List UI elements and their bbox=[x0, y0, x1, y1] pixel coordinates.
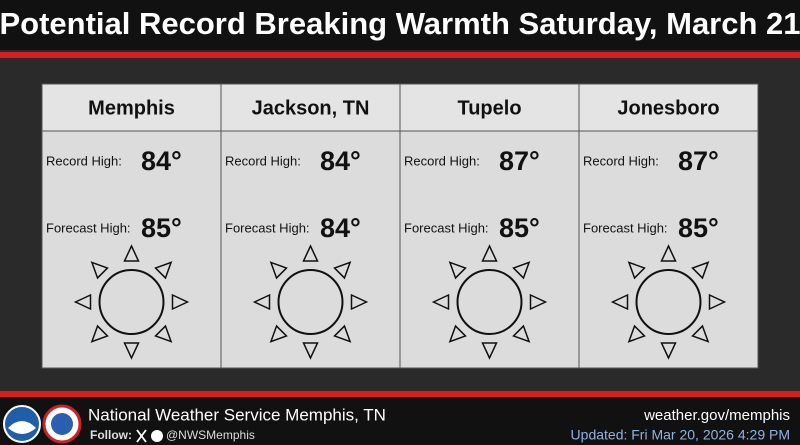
sun-ray bbox=[512, 324, 531, 343]
facebook-icon bbox=[151, 430, 163, 442]
record-value: 84° bbox=[320, 146, 361, 176]
sun-ray bbox=[660, 244, 677, 262]
city-name: Jonesboro bbox=[617, 97, 719, 119]
sun-ray bbox=[252, 293, 271, 311]
sun bbox=[635, 269, 702, 335]
sun-ray bbox=[481, 244, 498, 262]
forecast-value: 84° bbox=[320, 213, 361, 243]
title: Potential Record Breaking Warmth Saturda… bbox=[0, 6, 800, 41]
forecast-label: Forecast High: bbox=[46, 220, 131, 235]
sun-ray bbox=[154, 324, 173, 343]
city-header bbox=[578, 83, 759, 132]
red-rule bbox=[0, 391, 800, 397]
city-panels: Memphis Record High: 84° Forecast High: 85° J… bbox=[41, 83, 759, 369]
sun-ray bbox=[708, 293, 727, 311]
updated-time: Updated: Fri Mar 20, 2026 4:29 PM bbox=[571, 427, 790, 443]
nws-logo-center bbox=[51, 413, 73, 435]
sun-ray bbox=[691, 261, 710, 280]
forecast-value: 85° bbox=[499, 213, 540, 243]
sun-ray bbox=[73, 293, 92, 311]
record-label: Record High: bbox=[46, 153, 122, 168]
sun-ray bbox=[90, 324, 109, 343]
red-rule bbox=[0, 52, 800, 58]
follow-label: Follow: bbox=[90, 428, 132, 442]
city-name: Tupelo bbox=[457, 97, 521, 119]
sun-ray bbox=[123, 342, 140, 360]
title-bar bbox=[0, 0, 800, 50]
sun-ray bbox=[269, 261, 288, 280]
sun-ray bbox=[269, 324, 288, 343]
record-value: 87° bbox=[678, 146, 719, 176]
sun-ray bbox=[610, 293, 629, 311]
website: weather.gov/memphis bbox=[643, 407, 790, 424]
record-value: 87° bbox=[499, 146, 540, 176]
sun-ray bbox=[448, 324, 467, 343]
city-header bbox=[399, 83, 580, 132]
sun-ray bbox=[627, 324, 646, 343]
sun-ray bbox=[302, 342, 319, 360]
forecast-value: 85° bbox=[678, 213, 719, 243]
forecast-label: Forecast High: bbox=[583, 220, 668, 235]
sun-ray bbox=[333, 261, 352, 280]
x-icon bbox=[136, 429, 147, 443]
sun bbox=[277, 269, 344, 335]
sun-ray bbox=[154, 261, 173, 280]
forecast-value: 85° bbox=[141, 213, 182, 243]
record-label: Record High: bbox=[225, 153, 301, 168]
sun-ray bbox=[448, 261, 467, 280]
record-value: 84° bbox=[141, 146, 182, 176]
office-name: National Weather Service Memphis, TN bbox=[88, 405, 386, 424]
city-name: Jackson, TN bbox=[252, 97, 370, 119]
forecast-label: Forecast High: bbox=[225, 220, 310, 235]
sun-ray bbox=[481, 342, 498, 360]
forecast-label: Forecast High: bbox=[404, 220, 489, 235]
sun-ray bbox=[660, 342, 677, 360]
noaa-logo-bird bbox=[8, 421, 36, 434]
sun-ray bbox=[691, 324, 710, 343]
city-name: Memphis bbox=[88, 97, 175, 119]
sun-ray bbox=[302, 244, 319, 262]
record-label: Record High: bbox=[404, 153, 480, 168]
social-handle: @NWSMemphis bbox=[166, 428, 255, 442]
sun-ray bbox=[90, 261, 109, 280]
footer-bar bbox=[0, 397, 800, 445]
sun bbox=[456, 269, 523, 335]
sun-ray bbox=[512, 261, 531, 280]
sun-ray bbox=[627, 261, 646, 280]
sun-ray bbox=[123, 244, 140, 262]
sun-ray bbox=[431, 293, 450, 311]
city-header bbox=[220, 83, 401, 132]
sun-ray bbox=[171, 293, 190, 311]
sun bbox=[98, 269, 165, 335]
record-label: Record High: bbox=[583, 153, 659, 168]
sun-ray bbox=[350, 293, 369, 311]
sun-ray bbox=[333, 324, 352, 343]
sun-ray bbox=[529, 293, 548, 311]
